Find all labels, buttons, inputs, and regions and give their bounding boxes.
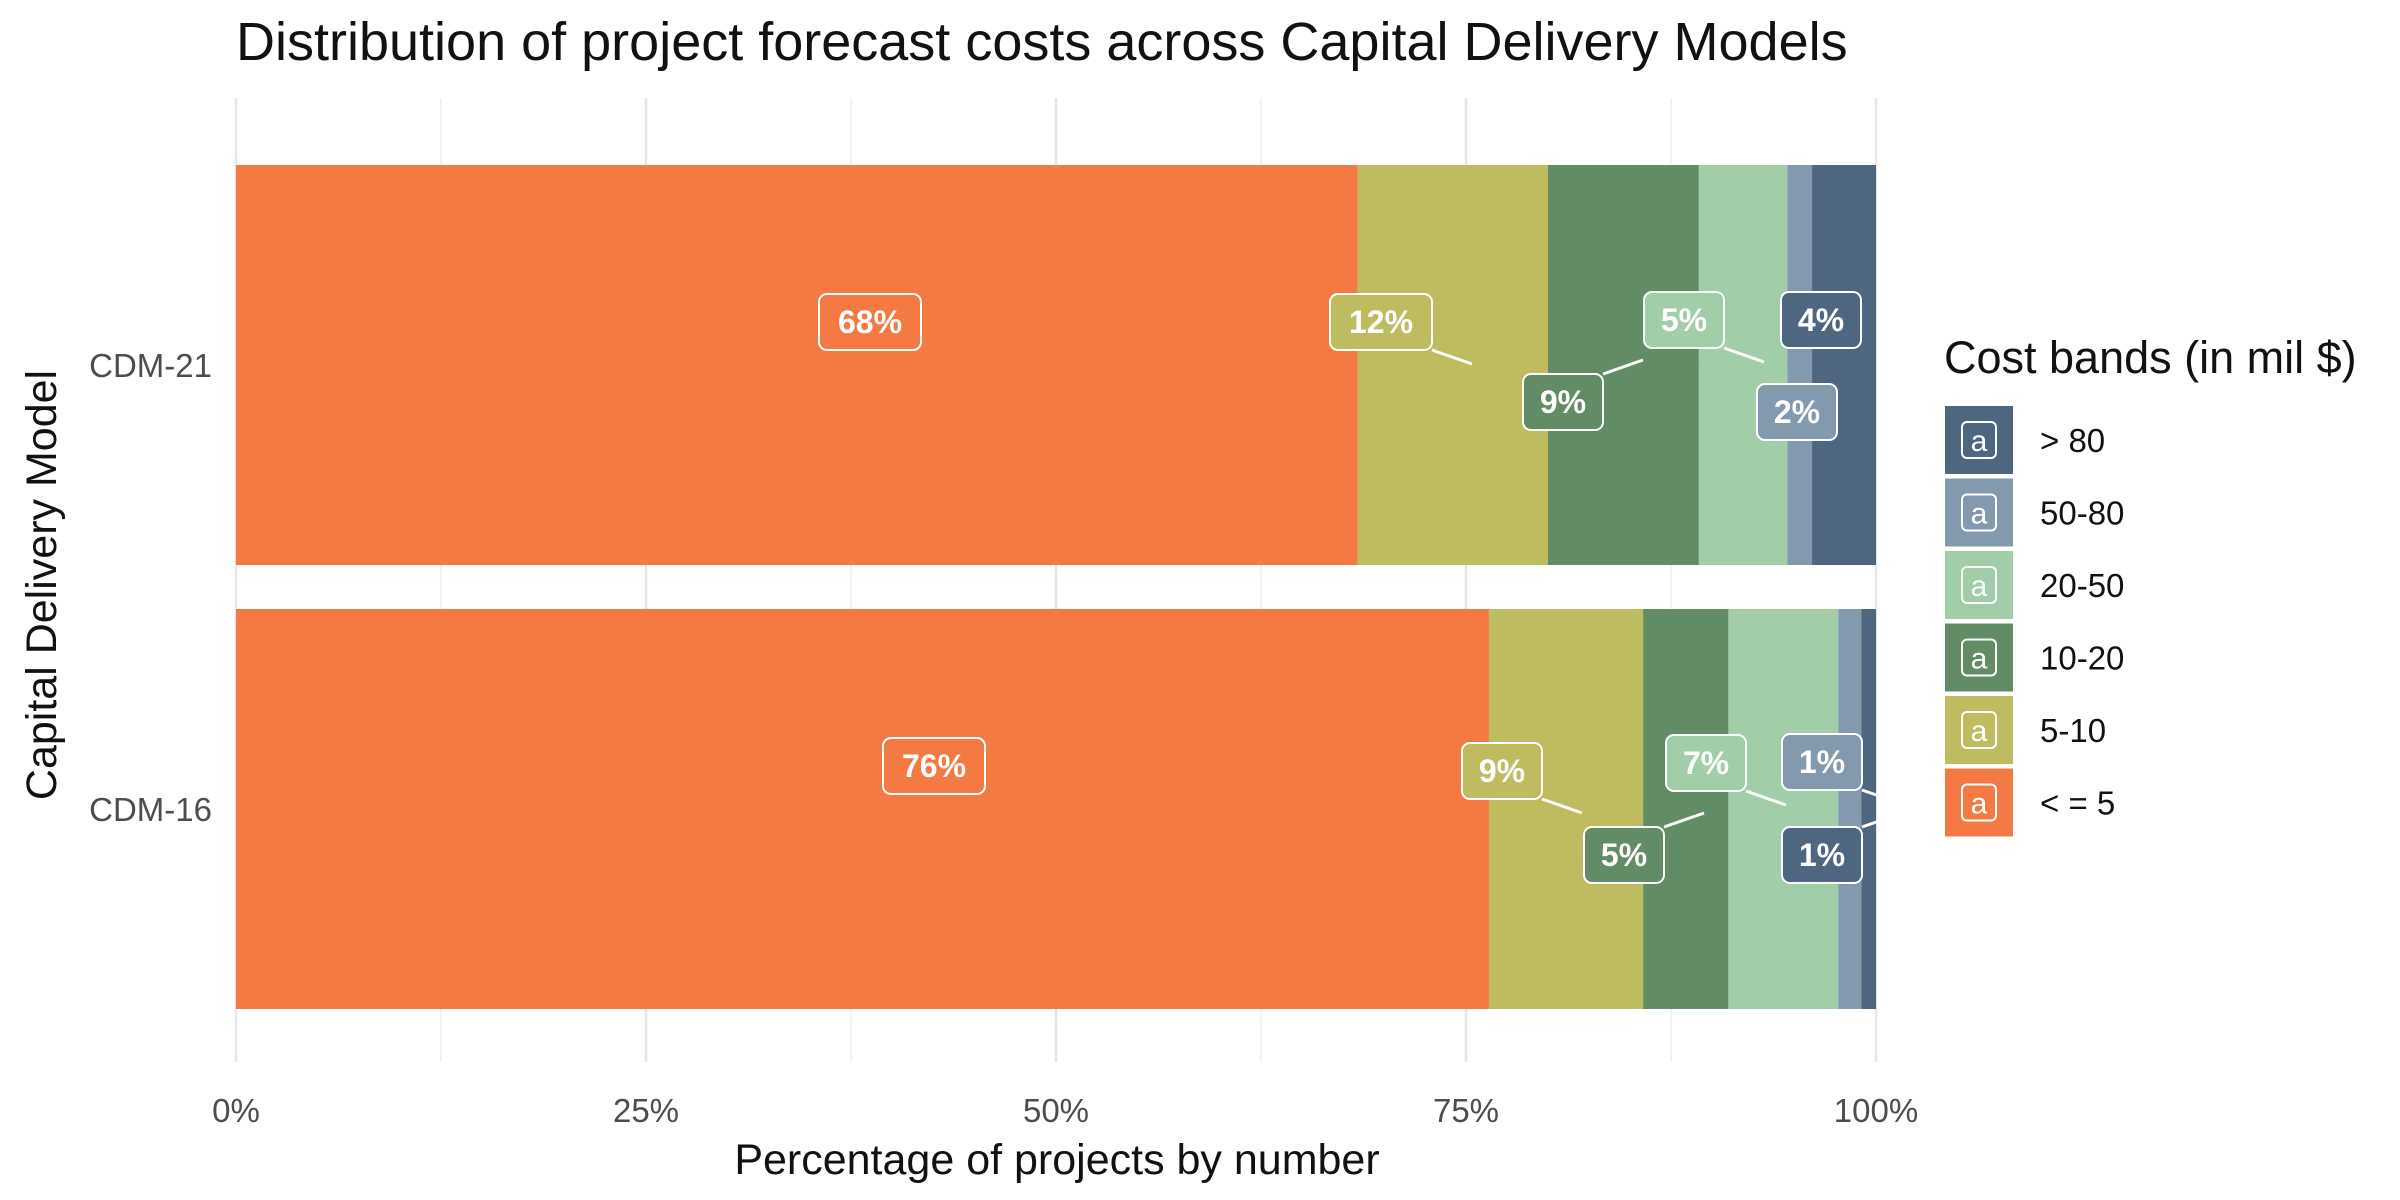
y-axis-title: Capital Delivery Model: [18, 370, 66, 800]
data-label-box: [882, 737, 986, 795]
y-axis-ticks: CDM-21 CDM-16: [89, 347, 212, 828]
legend-label: 10-20: [2040, 640, 2124, 677]
bar-segment: [1357, 165, 1548, 565]
legend-key-glyph: a: [1971, 570, 1988, 603]
leader-line: [1602, 358, 1644, 376]
data-labels: 68% 12% 9% 5% 2% 4% 76% 9% 5% 7% 1% 1%: [818, 291, 1863, 884]
data-label-box: [1756, 383, 1838, 441]
legend-key-box: [1961, 711, 1997, 749]
legend-swatch: [1945, 768, 2013, 837]
bar-segment: [1643, 609, 1729, 1009]
bar-segment: [1728, 609, 1839, 1009]
legend: Cost bands (in mil $) a > 80 a 50-80 a 20-50 a…: [1944, 332, 2357, 837]
bar-segment: [236, 165, 1358, 565]
data-label-box: [1781, 826, 1863, 884]
leader-line: [1431, 348, 1473, 366]
data-label: 9%: [1479, 753, 1525, 789]
x-axis-title: Percentage of projects by number: [734, 1136, 1379, 1184]
legend-swatch: [1945, 623, 2013, 692]
data-label-box: [818, 293, 922, 351]
legend-key-box: [1961, 493, 1997, 532]
data-label: 5%: [1601, 837, 1647, 873]
bar-segment: [1548, 165, 1699, 565]
leader-line: [1723, 346, 1765, 364]
leader-line: [1745, 789, 1787, 807]
legend-key-glyph: a: [1971, 715, 1988, 748]
bars: [236, 165, 1876, 1009]
legend-swatch: [1945, 551, 2013, 619]
legend-key-glyph: a: [1971, 498, 1988, 531]
leader-line: [1861, 788, 1903, 806]
data-label-box: [1781, 733, 1863, 791]
data-label-box: [1329, 293, 1433, 351]
data-label: 76%: [902, 748, 966, 784]
legend-title: Cost bands (in mil $): [1944, 332, 2357, 383]
data-label-box: [1643, 291, 1725, 349]
bar-segment: [1698, 165, 1788, 565]
legend-label: > 80: [2040, 422, 2105, 459]
bar-segment: [1838, 609, 1862, 1009]
y-tick-label: CDM-21: [89, 347, 212, 384]
data-label: 5%: [1661, 302, 1707, 338]
x-tick-label: 75%: [1433, 1092, 1499, 1129]
x-axis-ticks: 0% 25% 50% 75% 100%: [212, 1092, 1918, 1129]
data-label-box: [1583, 826, 1665, 884]
data-label-box: [1461, 742, 1543, 800]
y-tick-label: CDM-16: [89, 791, 212, 828]
legend-label: 50-80: [2040, 495, 2124, 532]
leader-line: [1861, 811, 1903, 829]
bar-segment: [1861, 609, 1876, 1009]
x-tick-label: 0%: [212, 1092, 260, 1129]
leader-line: [1663, 811, 1705, 829]
data-label: 68%: [838, 304, 902, 340]
leader-line: [1541, 797, 1583, 815]
legend-label: 5-10: [2040, 712, 2106, 749]
data-label: 1%: [1799, 837, 1845, 873]
data-label: 12%: [1349, 304, 1413, 340]
label-leader-lines: [1431, 346, 1903, 829]
chart-title: Distribution of project forecast costs a…: [236, 12, 1848, 72]
data-label: 9%: [1540, 384, 1586, 420]
legend-swatch: [1945, 406, 2013, 474]
legend-swatch: [1945, 696, 2013, 764]
legend-key-box: [1961, 783, 1997, 822]
data-label-box: [1665, 734, 1747, 792]
legend-label: 20-50: [2040, 567, 2124, 604]
legend-key-box: [1961, 638, 1997, 677]
x-tick-label: 50%: [1023, 1092, 1089, 1129]
x-tick-label: 100%: [1834, 1092, 1918, 1129]
data-label: 4%: [1798, 302, 1844, 338]
bar-segment: [1787, 165, 1813, 565]
x-tick-label: 25%: [613, 1092, 679, 1129]
legend-key-box: [1961, 566, 1997, 604]
legend-swatch: [1945, 478, 2013, 547]
legend-key-glyph: a: [1971, 788, 1988, 821]
bar-segment: [1812, 165, 1876, 565]
data-label: 2%: [1774, 394, 1820, 430]
legend-key-box: [1961, 421, 1997, 459]
data-label: 7%: [1683, 745, 1729, 781]
legend-label: < = 5: [2040, 785, 2115, 822]
data-label: 1%: [1799, 744, 1845, 780]
bar-segment: [236, 609, 1489, 1009]
legend-key-glyph: a: [1971, 425, 1988, 458]
legend-key-glyph: a: [1971, 643, 1988, 676]
data-label-box: [1780, 291, 1862, 349]
data-label-box: [1522, 373, 1604, 431]
